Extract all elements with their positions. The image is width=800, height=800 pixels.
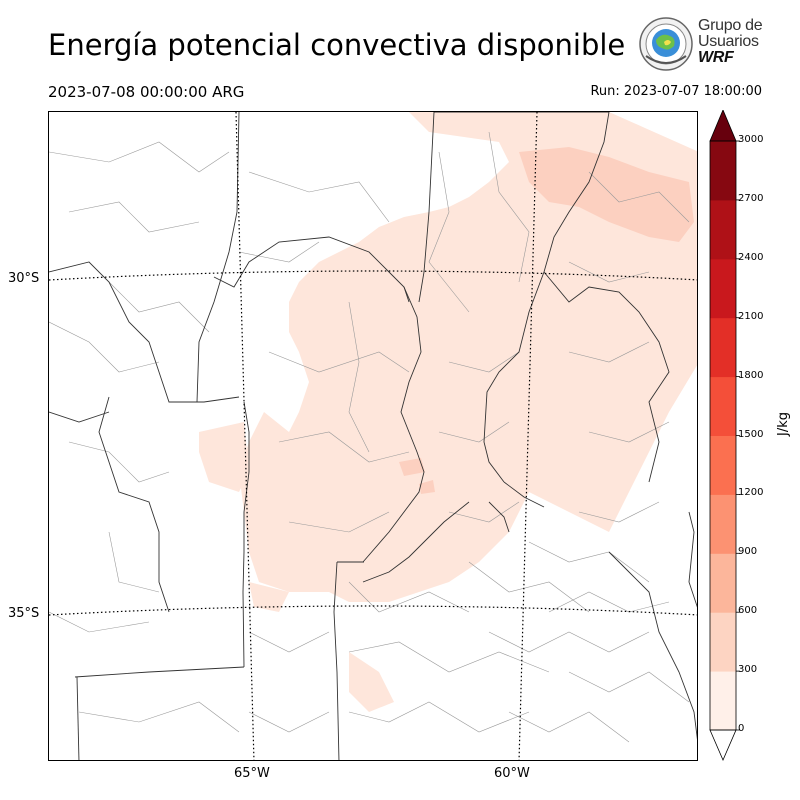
run-time: Run: 2023-07-07 18:00:00 — [590, 84, 762, 99]
colorbar-tick-label: 2100 — [738, 310, 764, 322]
cape-field-low — [199, 112, 697, 712]
colorbar-segment — [710, 553, 736, 613]
colorbar-tick-label: 900 — [738, 546, 758, 558]
colorbar-segment — [710, 435, 736, 495]
colorbar-segment — [710, 199, 736, 260]
colorbar-segment — [710, 141, 736, 201]
department-boundaries — [49, 131, 690, 743]
colorbar-segment — [710, 317, 736, 378]
colorbar-tick-label: 1200 — [738, 487, 764, 499]
page-title: Energía potencial convectiva disponible — [48, 28, 626, 62]
logo: Grupo de Usuarios WRF — [638, 16, 768, 76]
colorbar-segment — [710, 494, 736, 554]
map-canvas — [49, 112, 697, 760]
colorbar-tick-label: 3000 — [738, 134, 764, 145]
colorbar-segment — [710, 376, 736, 436]
colorbar-segment — [710, 612, 736, 672]
colorbar-tick-label: 600 — [738, 605, 758, 617]
cape-field-mid — [399, 147, 694, 494]
logo-line2: Usuarios — [698, 33, 759, 50]
colorbar-unit-label: J/kg — [776, 412, 791, 436]
lat-label-35s: 35°S — [8, 606, 40, 621]
lon-label-60w: 60°W — [494, 766, 530, 781]
colorbar-tick-marks — [736, 140, 740, 731]
lat-label-30s: 30°S — [8, 271, 40, 286]
colorbar-over-arrow — [709, 110, 737, 142]
map-panel — [48, 111, 698, 761]
colorbar-tick-label: 0 — [738, 723, 745, 734]
globe-seal-icon — [639, 17, 693, 71]
colorbar-under-arrow — [709, 729, 737, 762]
colorbar-segment — [710, 258, 736, 319]
lon-label-65w: 65°W — [234, 766, 270, 781]
colorbar-tick-label: 300 — [738, 664, 758, 676]
logo-line3: WRF — [698, 49, 734, 66]
colorbar-segments — [710, 141, 736, 731]
colorbar-tick-label: 2400 — [738, 251, 764, 263]
graticule — [49, 112, 697, 760]
valid-time: 2023-07-08 00:00:00 ARG — [48, 83, 245, 101]
colorbar-tick-label: 1800 — [738, 369, 764, 381]
colorbar — [709, 110, 740, 762]
colorbar-tick-label: 1500 — [738, 428, 764, 440]
colorbar-tick-label: 2700 — [738, 192, 764, 204]
colorbar-segment — [710, 671, 736, 731]
logo-line1: Grupo de — [698, 17, 763, 34]
province-boundaries — [49, 112, 697, 760]
